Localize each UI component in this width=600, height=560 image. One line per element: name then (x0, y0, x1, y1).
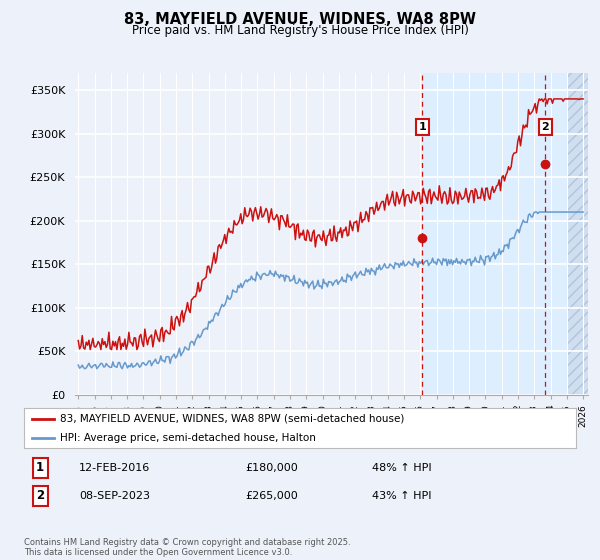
Bar (422, 73, 568, 395)
Bar (568, 73, 588, 395)
Text: £265,000: £265,000 (245, 491, 298, 501)
Text: 48% ↑ HPI: 48% ↑ HPI (372, 463, 431, 473)
Text: 2: 2 (36, 489, 44, 502)
Text: 83, MAYFIELD AVENUE, WIDNES, WA8 8PW: 83, MAYFIELD AVENUE, WIDNES, WA8 8PW (124, 12, 476, 27)
Text: 2: 2 (542, 122, 550, 132)
Text: 83, MAYFIELD AVENUE, WIDNES, WA8 8PW (semi-detached house): 83, MAYFIELD AVENUE, WIDNES, WA8 8PW (se… (60, 414, 404, 424)
Text: Contains HM Land Registry data © Crown copyright and database right 2025.
This d: Contains HM Land Registry data © Crown c… (24, 538, 350, 557)
Text: 08-SEP-2023: 08-SEP-2023 (79, 491, 150, 501)
Bar (568, 73, 588, 395)
Text: HPI: Average price, semi-detached house, Halton: HPI: Average price, semi-detached house,… (60, 433, 316, 443)
Text: Price paid vs. HM Land Registry's House Price Index (HPI): Price paid vs. HM Land Registry's House … (131, 24, 469, 36)
Text: 1: 1 (418, 122, 426, 132)
Text: £180,000: £180,000 (245, 463, 298, 473)
Text: 1: 1 (36, 461, 44, 474)
Text: 43% ↑ HPI: 43% ↑ HPI (372, 491, 431, 501)
Text: 12-FEB-2016: 12-FEB-2016 (79, 463, 151, 473)
